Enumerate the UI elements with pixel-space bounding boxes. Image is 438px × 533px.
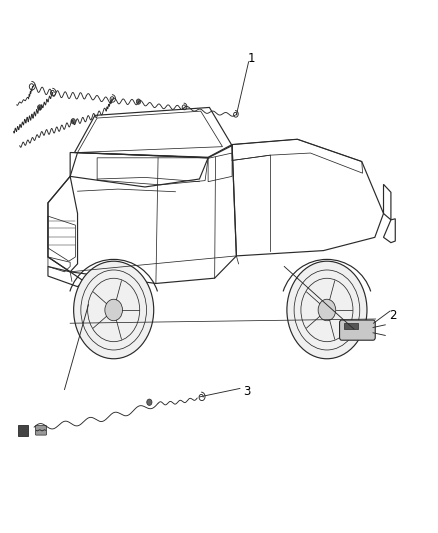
FancyBboxPatch shape	[18, 424, 28, 436]
Text: 1: 1	[248, 52, 255, 65]
Circle shape	[136, 99, 141, 104]
Text: 3: 3	[244, 385, 251, 398]
Circle shape	[74, 261, 154, 359]
Text: 2: 2	[389, 309, 397, 322]
Circle shape	[318, 299, 336, 321]
FancyBboxPatch shape	[339, 320, 375, 340]
Circle shape	[287, 261, 367, 359]
Circle shape	[71, 118, 75, 124]
Circle shape	[38, 105, 42, 110]
Circle shape	[147, 399, 152, 406]
FancyBboxPatch shape	[344, 324, 358, 329]
Circle shape	[105, 299, 123, 321]
FancyBboxPatch shape	[35, 425, 47, 435]
